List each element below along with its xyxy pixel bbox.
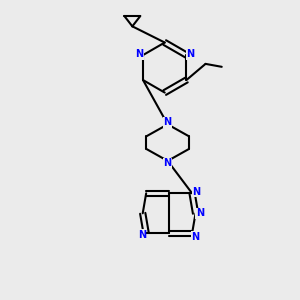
Text: N: N bbox=[138, 230, 146, 240]
Text: N: N bbox=[191, 232, 199, 242]
Text: N: N bbox=[193, 187, 201, 197]
Text: N: N bbox=[164, 158, 172, 168]
Text: N: N bbox=[164, 117, 172, 127]
Text: N: N bbox=[135, 50, 143, 59]
Text: N: N bbox=[186, 50, 194, 59]
Text: N: N bbox=[196, 208, 204, 218]
